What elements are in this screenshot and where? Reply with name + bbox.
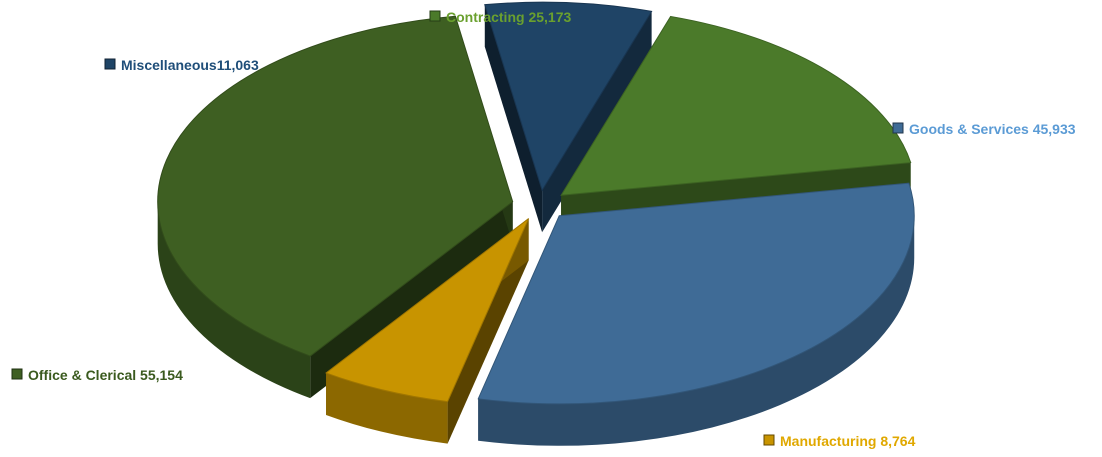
pie-slice-wall [484, 4, 543, 233]
pie-slice-wall [542, 11, 652, 233]
pie-slice-rim [478, 215, 915, 446]
pie-slice-contracting [560, 15, 912, 196]
pie-label-text: Miscellaneous11,063 [121, 57, 259, 73]
pie-slice-miscellaneous [484, 1, 653, 192]
pie-label: Manufacturing 8,764 [763, 433, 916, 449]
pie-label: Office & Clerical 55,154 [11, 367, 183, 383]
pie-slice-manufacturing [325, 218, 530, 403]
pie-label-text: Goods & Services 45,933 [909, 121, 1076, 137]
pie-label: Miscellaneous11,063 [104, 57, 259, 73]
legend-swatch [104, 58, 116, 70]
pie-label: Contracting 25,173 [429, 9, 571, 25]
pie-label-text: Contracting 25,173 [446, 9, 571, 25]
legend-swatch [429, 10, 441, 22]
pie-slice-rim [326, 372, 448, 444]
pie-slice-goods-services [477, 182, 915, 405]
pie-slice-office-clerical [157, 15, 514, 357]
pie-label: Goods & Services 45,933 [892, 121, 1076, 137]
pie-tops [157, 1, 915, 405]
legend-swatch [892, 122, 904, 134]
pie-labels: Goods & Services 45,933 Manufacturing 8,7… [11, 9, 1076, 449]
pie-label-text: Manufacturing 8,764 [780, 433, 916, 449]
pie-slice-rim [157, 201, 311, 399]
legend-swatch [11, 368, 23, 380]
pie-label-text: Office & Clerical 55,154 [28, 367, 183, 383]
legend-swatch [763, 434, 775, 446]
